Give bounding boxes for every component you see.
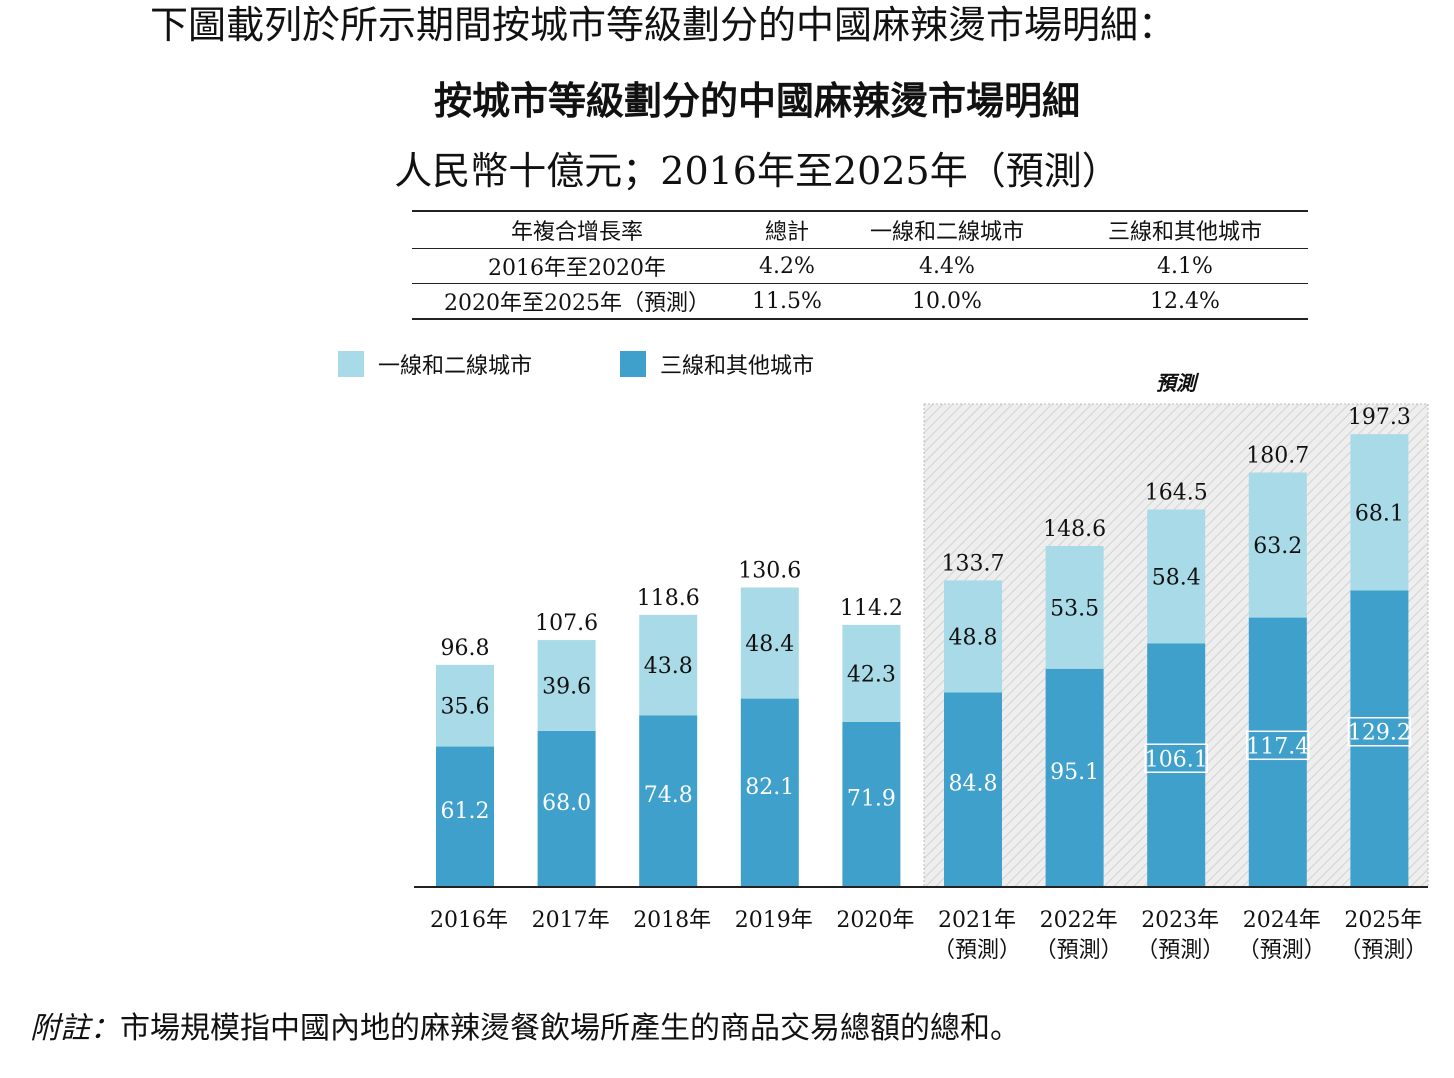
x-tick-label: 2023年 [1141, 908, 1219, 933]
x-tick-label: 2017年 [532, 908, 610, 933]
bar-tier3-2016年 [436, 746, 494, 887]
value-label-box [1347, 716, 1412, 747]
value-label-total: 148.6 [1043, 517, 1106, 542]
value-label-box [1246, 730, 1310, 761]
bar-tier12-2025年 [1350, 434, 1409, 591]
bar-tier3-2018年 [639, 715, 698, 887]
x-tick-label: 2024年 [1243, 908, 1321, 933]
x-tick-sublabel: （預測） [933, 938, 1021, 963]
x-tick-sublabel: （預測） [1136, 938, 1224, 963]
bar-tier3-2025年 [1350, 590, 1409, 887]
value-label-tier12: 58.4 [1152, 565, 1201, 590]
cagr-cell: 2020年至2025年（預測） [412, 283, 742, 320]
footnote-text: 市場規模指中國內地的麻辣燙餐飲場所產生的商品交易總額的總和。 [120, 1011, 1020, 1046]
value-label-tier3: 74.8 [644, 783, 693, 808]
x-tick-label: 2021年 [938, 908, 1016, 933]
value-label-total: 118.6 [637, 586, 700, 611]
forecast-label: 預測 [1156, 371, 1200, 395]
bar-tier3-2024年 [1248, 617, 1307, 887]
x-tick-label: 2025年 [1344, 908, 1422, 933]
bar-tier3-2023年 [1147, 643, 1206, 887]
bar-tier12-2020年 [842, 624, 901, 722]
bar-tier3-2021年 [944, 692, 1002, 887]
value-label-total: 107.6 [535, 611, 598, 636]
value-label-tier12: 35.6 [441, 695, 490, 720]
x-tick-label: 2020年 [836, 908, 914, 933]
value-label-total: 133.7 [942, 551, 1005, 576]
table-row: 2016年至2020年 4.2% 4.4% 4.1% [412, 248, 1308, 284]
chart-title: 按城市等級劃分的中國麻辣燙市場明細 [433, 79, 1080, 123]
value-label-tier12: 42.3 [847, 662, 896, 687]
value-label-tier3: 82.1 [745, 775, 794, 800]
chart-subtitle: 人民幣十億元；2016年至2025年（預測） [394, 149, 1120, 193]
cagr-cell: 4.1% [1062, 248, 1308, 284]
cagr-header-total: 總計 [742, 210, 832, 249]
value-label-tier12: 39.6 [542, 674, 591, 699]
cagr-cell: 10.0% [832, 283, 1062, 320]
cagr-header-period: 年複合增長率 [412, 210, 742, 249]
bar-tier3-2022年 [1045, 668, 1104, 887]
value-label-tier12: 43.8 [644, 654, 693, 679]
intro-text: 下圖載列於所示期間按城市等級劃分的中國麻辣燙市場明細： [150, 3, 1177, 47]
value-label-tier3: 117.4 [1246, 734, 1309, 759]
legend-item-tier3: 三線和其他城市 [620, 348, 814, 380]
bar-tier12-2018年 [639, 614, 698, 716]
x-tick-label: 2016年 [430, 908, 508, 933]
cagr-table: 年複合增長率 總計 一線和二線城市 三線和其他城市 2016年至2020年 4.… [412, 210, 1308, 320]
value-label-tier3: 84.8 [949, 772, 998, 797]
value-label-box [1144, 743, 1208, 774]
bar-tier12-2019年 [740, 587, 799, 699]
value-label-tier3: 95.1 [1050, 760, 1099, 785]
bar-tier12-2016年 [436, 664, 494, 747]
cagr-header-tier12: 一線和二線城市 [832, 210, 1062, 249]
value-label-tier3: 106.1 [1145, 747, 1208, 772]
bar-tier12-2022年 [1045, 545, 1104, 669]
bar-tier12-2023年 [1147, 509, 1206, 644]
value-label-tier3: 71.9 [847, 786, 896, 811]
x-tick-label: 2019年 [735, 908, 813, 933]
cagr-cell: 12.4% [1062, 283, 1308, 320]
legend-label-tier3: 三線和其他城市 [660, 354, 815, 379]
bar-tier3-2019年 [740, 698, 799, 887]
value-label-tier12: 48.8 [949, 625, 998, 650]
value-label-total: 96.8 [441, 636, 490, 661]
bar-tier12-2021年 [944, 580, 1002, 693]
stacked-bar-chart: 預測 61.2 35.6 96.8 2016年 68.0 39.6 107.6 2017年 74.… [414, 371, 1429, 963]
bar-tier3-2020年 [842, 721, 901, 887]
value-label-total: 197.3 [1348, 405, 1411, 430]
value-label-tier3: 129.2 [1348, 721, 1411, 746]
table-row: 2020年至2025年（預測） 11.5% 10.0% 12.4% [412, 283, 1308, 320]
x-tick-label: 2018年 [633, 908, 711, 933]
legend-item-tier12: 一線和二線城市 [338, 348, 532, 380]
bar-tier3-2017年 [537, 730, 596, 887]
cagr-cell: 4.4% [832, 248, 1062, 284]
bar-tier12-2024年 [1248, 472, 1307, 618]
legend-swatch-tier3 [620, 351, 646, 377]
footnote: 附註：市場規模指中國內地的麻辣燙餐飲場所產生的商品交易總額的總和。 [30, 1006, 1020, 1052]
x-tick-sublabel: （預測） [1339, 938, 1427, 963]
footnote-label: 附註： [30, 1011, 120, 1046]
x-tick-sublabel: （預測） [1035, 938, 1123, 963]
value-label-tier3: 68.0 [542, 791, 591, 816]
value-label-tier12: 53.5 [1050, 596, 1099, 621]
value-label-total: 180.7 [1246, 444, 1309, 469]
value-label-tier12: 68.1 [1355, 501, 1404, 526]
x-tick-sublabel: （預測） [1238, 938, 1326, 963]
cagr-cell: 2016年至2020年 [412, 248, 742, 284]
cagr-cell: 4.2% [742, 248, 832, 284]
value-label-tier12: 48.4 [745, 632, 794, 657]
legend-label-tier12: 一線和二線城市 [378, 354, 533, 379]
value-label-total: 164.5 [1145, 480, 1208, 505]
value-label-total: 114.2 [840, 596, 903, 621]
cagr-cell: 11.5% [742, 283, 832, 320]
legend-swatch-tier12 [338, 351, 364, 377]
bar-tier12-2017年 [537, 640, 596, 731]
cagr-header-tier3: 三線和其他城市 [1062, 210, 1308, 249]
value-label-tier3: 61.2 [441, 799, 490, 824]
value-label-tier12: 63.2 [1253, 534, 1302, 559]
x-tick-label: 2022年 [1040, 908, 1118, 933]
cagr-header-row: 年複合增長率 總計 一線和二線城市 三線和其他城市 [412, 210, 1308, 249]
value-label-total: 130.6 [738, 559, 801, 584]
